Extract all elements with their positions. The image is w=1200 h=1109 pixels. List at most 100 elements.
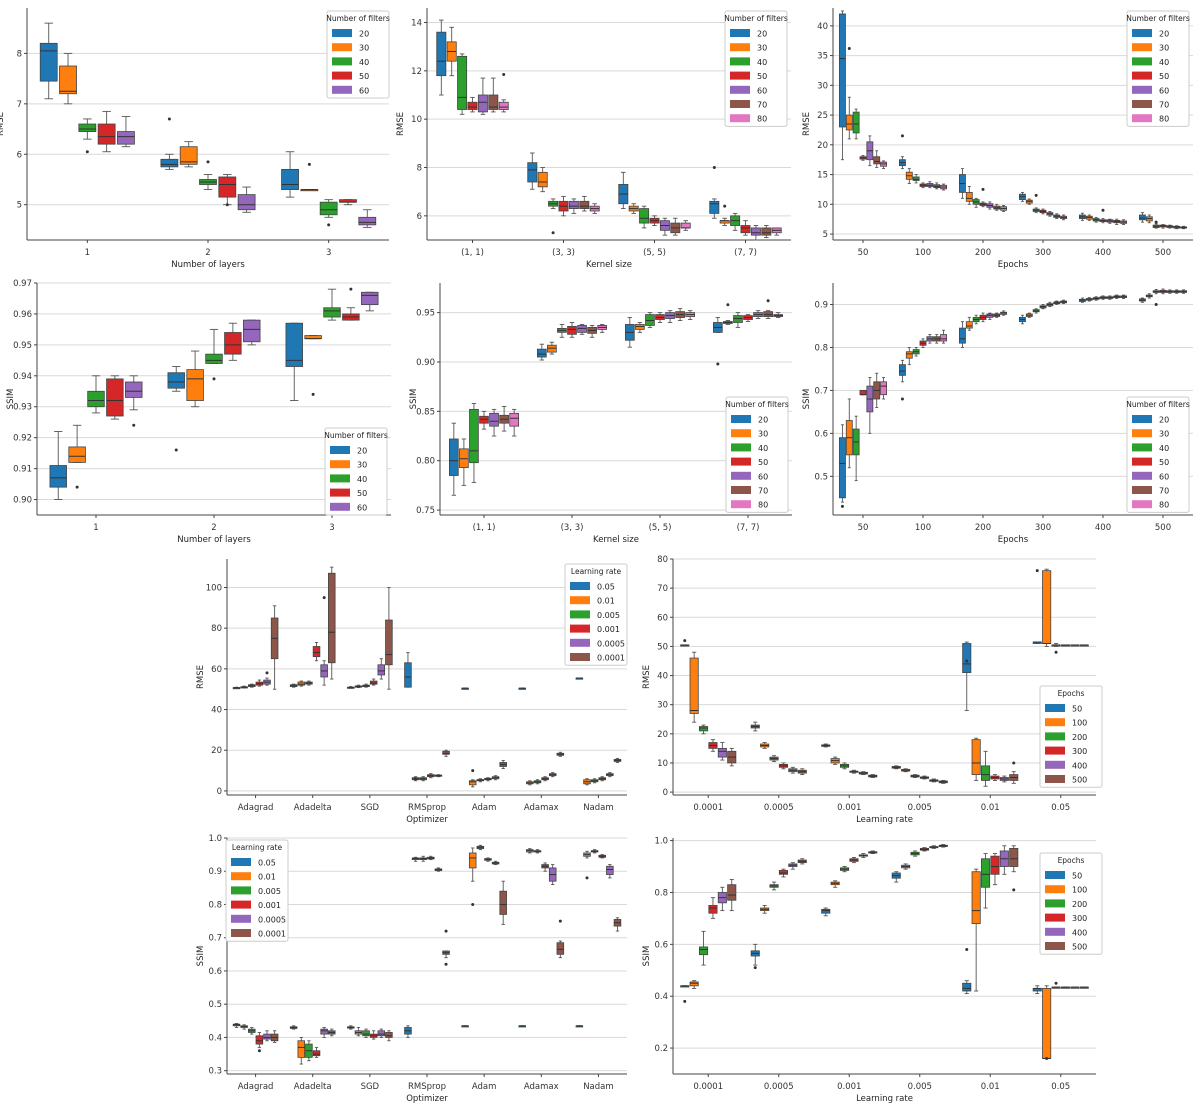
box xyxy=(1042,570,1052,644)
legend-label: 50 xyxy=(359,72,369,81)
legend-label: 40 xyxy=(1159,58,1169,67)
x-axis-label: Epochs xyxy=(998,260,1029,270)
legend-title: Number of filters xyxy=(1126,14,1190,23)
legend-label: 50 xyxy=(1159,458,1169,467)
y-tick-label: 0.6 xyxy=(814,429,828,439)
legend-label: 0.0005 xyxy=(258,915,286,924)
outlier-point xyxy=(1012,761,1016,765)
outlier-point xyxy=(1054,981,1058,985)
box xyxy=(297,681,306,686)
y-tick-label: 0.4 xyxy=(208,1033,222,1043)
legend-swatch xyxy=(330,488,350,497)
legend-swatch xyxy=(731,429,751,438)
y-tick-label: 0.9 xyxy=(814,300,828,310)
legend-swatch xyxy=(1132,57,1152,66)
box xyxy=(821,908,831,914)
box xyxy=(467,101,478,110)
legend-swatch xyxy=(1132,100,1152,108)
x-tick-label: 0.01 xyxy=(981,1082,1000,1092)
legend-label: 30 xyxy=(758,430,768,439)
legend-label: 300 xyxy=(1072,747,1087,756)
legend-swatch xyxy=(1132,443,1152,452)
legend-swatch xyxy=(731,486,751,494)
x-tick-label: 0.005 xyxy=(908,1082,932,1092)
x-tick-label: 3 xyxy=(326,248,331,258)
box xyxy=(106,378,124,417)
box xyxy=(319,201,338,216)
y-tick-label: 0.90 xyxy=(13,496,32,506)
legend-swatch xyxy=(332,57,352,66)
outlier-point xyxy=(712,166,716,169)
outlier-point xyxy=(723,204,727,208)
outlier-point xyxy=(965,948,969,952)
outlier-point xyxy=(444,962,448,966)
legend-label: 60 xyxy=(359,86,369,95)
legend: Learning rate 0.05 0.01 0.005 0.001 0.0005 0.0… xyxy=(225,839,289,942)
x-axis-label: Learning rate xyxy=(856,815,913,825)
box xyxy=(727,884,737,901)
legend-label: 500 xyxy=(1072,776,1087,785)
x-tick-label: 1 xyxy=(85,248,90,258)
legend-frame xyxy=(724,10,788,127)
x-tick-label: 1 xyxy=(93,523,98,533)
y-tick-label: 0 xyxy=(217,787,222,797)
legend-swatch xyxy=(330,460,350,469)
y-tick-label: 0.94 xyxy=(13,372,32,382)
x-tick-label: RMSprop xyxy=(408,1082,446,1092)
legend-swatch xyxy=(1132,457,1152,466)
legend-label: 30 xyxy=(1159,430,1169,439)
outlier-point xyxy=(75,485,79,489)
outlier-point xyxy=(1054,650,1058,654)
legend-label: 20 xyxy=(1159,30,1169,39)
x-tick-label: 400 xyxy=(1095,523,1111,533)
legend-frame xyxy=(324,427,388,516)
box xyxy=(68,446,86,463)
chart-panel-6: 0.5 0.6 0.7 0.8 0.9 50 100 200 300 400 500 Epochs SS… xyxy=(802,283,1193,545)
x-tick-label: SGD xyxy=(361,1082,380,1092)
legend-title: Number of filters xyxy=(1126,400,1190,409)
outlier-point xyxy=(716,362,720,366)
box xyxy=(489,412,499,427)
box xyxy=(708,905,718,914)
outlier-point xyxy=(1035,569,1039,573)
y-axis-label: SSIM xyxy=(196,946,206,967)
legend-swatch xyxy=(1132,29,1152,37)
box xyxy=(1009,847,1019,867)
legend-label: 400 xyxy=(1072,761,1087,770)
legend-swatch xyxy=(1045,775,1065,783)
outlier-point xyxy=(167,117,171,121)
box xyxy=(205,353,223,364)
x-axis-label: Optimizer xyxy=(406,1094,448,1104)
box xyxy=(243,319,261,343)
box xyxy=(160,158,179,168)
y-tick-label: 0.6 xyxy=(208,967,222,977)
y-tick-label: 6 xyxy=(417,212,422,222)
box xyxy=(312,646,321,658)
chart-panel-10: 0.2 0.4 0.6 0.8 1.0 0.0001 0.0005 0.001 0.005 0.0… xyxy=(642,837,1103,1104)
box xyxy=(740,225,751,234)
x-tick-label: SGD xyxy=(361,803,380,813)
box xyxy=(97,123,116,145)
x-axis-label: Kernel size xyxy=(586,260,632,270)
legend-frame xyxy=(1126,396,1190,513)
legend-swatch xyxy=(731,443,751,452)
x-tick-label: 500 xyxy=(1155,523,1171,533)
outlier-point xyxy=(265,671,269,675)
y-axis-label: RMSE xyxy=(196,665,206,689)
y-tick-label: 80 xyxy=(657,555,668,565)
y-tick-label: 0.75 xyxy=(416,506,435,516)
box xyxy=(556,942,565,955)
x-tick-label: (7, 7) xyxy=(737,523,760,533)
y-tick-label: 5 xyxy=(823,230,828,240)
x-tick-label: 300 xyxy=(1035,248,1051,258)
legend-label: 100 xyxy=(1072,886,1087,895)
x-tick-label: Adagrad xyxy=(238,803,274,813)
box xyxy=(469,408,479,464)
y-tick-label: 0.92 xyxy=(13,434,32,444)
outlier-point xyxy=(1034,193,1038,197)
legend-title: Number of filters xyxy=(326,14,390,23)
box xyxy=(709,200,720,214)
y-tick-label: 14 xyxy=(411,19,422,29)
x-tick-label: (3, 3) xyxy=(552,248,575,258)
